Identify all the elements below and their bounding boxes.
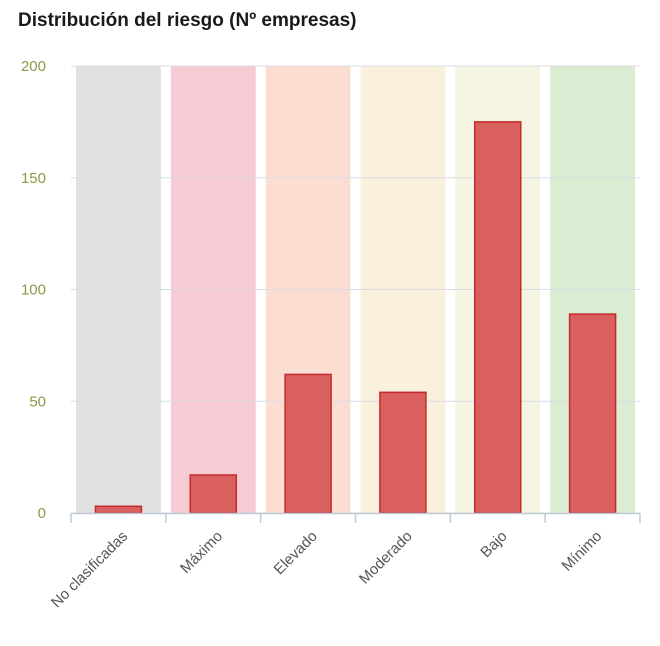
x-tick-label: Elevado xyxy=(271,528,321,578)
bar[interactable] xyxy=(284,373,332,514)
bar[interactable] xyxy=(474,121,522,514)
chart-title: Distribución del riesgo (Nº empresas) xyxy=(18,10,357,31)
y-tick-labels: 0 50 100 150 200 xyxy=(21,58,46,522)
y-tick-label: 50 xyxy=(29,393,46,410)
y-tick-label: 100 xyxy=(21,282,46,299)
x-tick-label: Moderado xyxy=(356,528,416,588)
x-tick-label: Mínimo xyxy=(559,528,606,575)
axes xyxy=(70,512,641,523)
x-tick-label: Bajo xyxy=(477,528,510,561)
y-tick-label: 200 xyxy=(21,58,46,75)
bar[interactable] xyxy=(568,313,617,514)
x-tick-label: Máximo xyxy=(177,528,226,577)
bar[interactable] xyxy=(379,391,427,514)
y-tick-label: 0 xyxy=(38,505,46,522)
x-tick-label: No clasificadas xyxy=(48,528,131,611)
bar[interactable] xyxy=(94,505,143,514)
x-tick-labels: No clasificadas Máximo Elevado Moderado Bajo… xyxy=(48,528,606,611)
bars xyxy=(94,121,617,514)
bar[interactable] xyxy=(189,474,237,514)
y-tick-label: 150 xyxy=(21,170,46,187)
